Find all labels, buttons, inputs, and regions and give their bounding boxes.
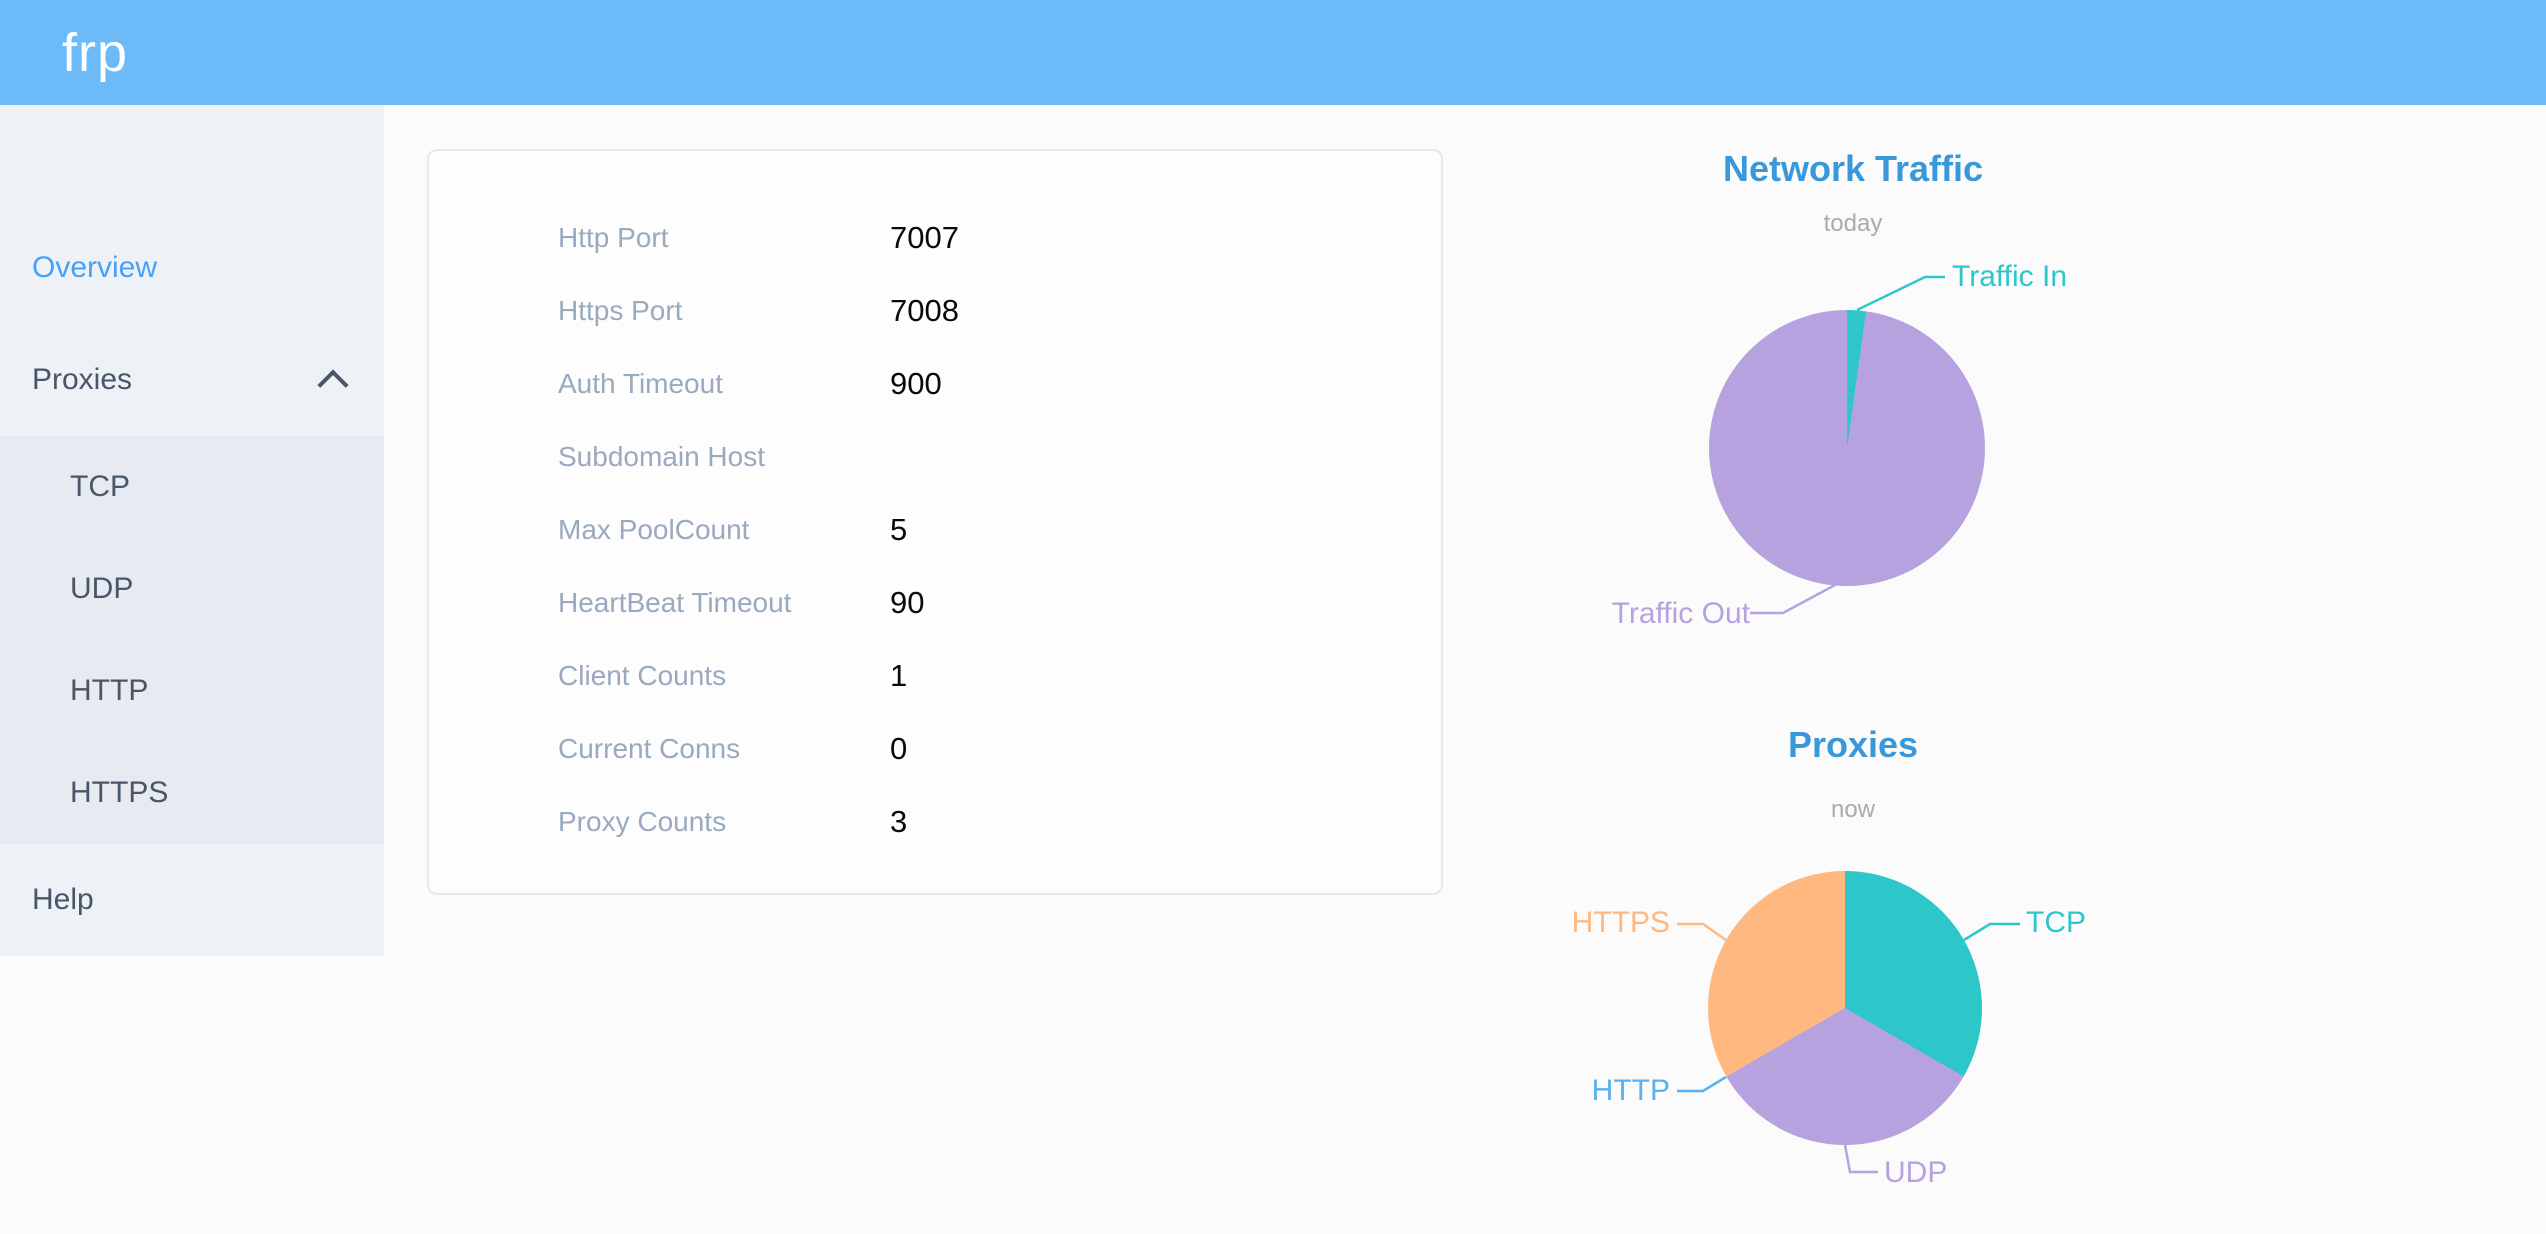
sidebar-item-https[interactable]: HTTPS xyxy=(0,742,384,844)
row-label: Client Counts xyxy=(558,659,727,691)
row-value: 5 xyxy=(890,511,908,547)
tcp-label: TCP xyxy=(2026,906,2086,939)
server-info-row: Auth Timeout 900 xyxy=(558,347,1441,420)
server-info-row: Max PoolCount 5 xyxy=(558,493,1441,566)
server-info-row: Https Port 7008 xyxy=(558,274,1441,347)
row-value: 7008 xyxy=(890,292,959,328)
network-traffic-chart-title: Network Traffic xyxy=(1722,148,1984,189)
traffic-in-leader-line xyxy=(1856,275,1945,312)
traffic-out-label: Traffic Out xyxy=(1611,597,1750,630)
row-label: Subdomain Host xyxy=(558,440,766,472)
network-traffic-pie-chart[interactable] xyxy=(1709,310,1985,586)
proxies-submenu: TCP UDP HTTP HTTPS xyxy=(0,436,384,844)
traffic-out-leader-line xyxy=(1750,583,1836,615)
network-traffic-chart-subtitle: today xyxy=(1823,210,1883,237)
sidebar: Overview Proxies TCP UDP HTTP HTTPS Help xyxy=(0,105,384,956)
server-info-row: Subdomain Host xyxy=(558,420,1441,493)
row-value: 3 xyxy=(890,803,908,839)
server-info-row: HeartBeat Timeout 90 xyxy=(558,566,1441,639)
sidebar-item-label: HTTPS xyxy=(70,776,169,809)
sidebar-item-udp[interactable]: UDP xyxy=(0,538,384,640)
row-value: 1 xyxy=(890,657,908,693)
server-info-row: Proxy Counts 3 xyxy=(558,785,1441,858)
row-value: 7007 xyxy=(890,219,959,255)
sidebar-item-label: Overview xyxy=(32,251,158,284)
http-label: HTTP xyxy=(1591,1074,1670,1107)
server-info-row: Client Counts 1 xyxy=(558,639,1441,712)
server-info-row: Http Port 7007 xyxy=(558,201,1441,274)
sidebar-item-label: TCP xyxy=(70,470,130,503)
chevron-up-icon[interactable] xyxy=(317,369,349,401)
row-label: Https Port xyxy=(558,294,683,326)
app-header: frp xyxy=(0,0,2546,105)
sidebar-item-label: HTTP xyxy=(70,674,149,707)
sidebar-item-proxies[interactable]: Proxies xyxy=(0,324,384,436)
traffic-in-label: Traffic In xyxy=(1952,260,2068,293)
server-info-card: Http Port 7007 Https Port 7008 Auth Time… xyxy=(427,149,1443,895)
row-value: 0 xyxy=(890,730,908,766)
sidebar-item-help[interactable]: Help xyxy=(0,844,384,956)
sidebar-item-tcp[interactable]: TCP xyxy=(0,436,384,538)
row-label: HeartBeat Timeout xyxy=(558,586,792,618)
https-label: HTTPS xyxy=(1571,906,1670,939)
proxies-pie-chart[interactable] xyxy=(1708,871,1982,1145)
sidebar-item-label: UDP xyxy=(70,572,134,605)
row-value: 90 xyxy=(890,584,925,620)
brand-logo: frp xyxy=(62,22,129,83)
sidebar-item-http[interactable]: HTTP xyxy=(0,640,384,742)
row-label: Http Port xyxy=(558,221,669,253)
sidebar-item-overview[interactable]: Overview xyxy=(0,212,384,324)
server-info-row: Current Conns 0 xyxy=(558,712,1441,785)
row-label: Auth Timeout xyxy=(558,367,723,399)
tcp-leader-line xyxy=(1963,922,2020,942)
sidebar-item-label: Help xyxy=(32,883,94,916)
proxies-chart-subtitle: now xyxy=(1830,796,1876,823)
row-label: Proxy Counts xyxy=(558,805,727,837)
sidebar-item-label: Proxies xyxy=(32,363,133,396)
https-leader-line xyxy=(1677,922,1727,942)
udp-label: UDP xyxy=(1884,1156,1948,1189)
row-label: Max PoolCount xyxy=(558,513,750,545)
proxies-chart-title: Proxies xyxy=(1787,724,1919,765)
http-leader-line xyxy=(1677,1075,1727,1093)
row-label: Current Conns xyxy=(558,732,741,764)
row-value: 900 xyxy=(890,365,942,401)
udp-leader-line xyxy=(1843,1144,1878,1174)
